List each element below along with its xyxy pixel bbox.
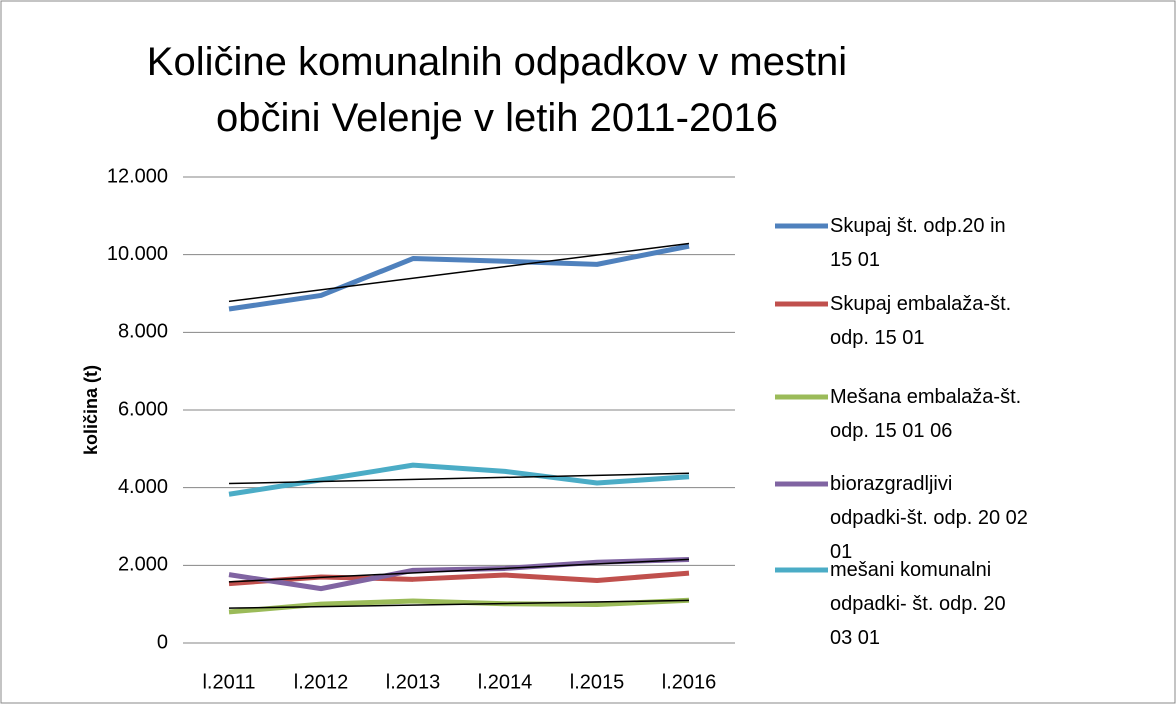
- legend-label: Skupaj embalaža-št. odp. 15 01: [830, 293, 1012, 349]
- chart-title: Količine komunalnih odpadkov v mestni ob…: [146, 40, 848, 140]
- x-tick-label: l.2016: [662, 671, 717, 693]
- y-tick-label: 12.000: [107, 165, 168, 187]
- x-tick-label: l.2015: [570, 671, 625, 693]
- y-tick-label: 8.000: [118, 321, 168, 343]
- x-tick-label: l.2011: [202, 671, 255, 693]
- series-line: [228, 597, 690, 615]
- trendline: [228, 599, 690, 609]
- y-tick-label: 2.000: [118, 554, 168, 576]
- x-tick-label: l.2014: [478, 671, 533, 693]
- legend-label: mešani komunalni odpadki- št. odp. 20 03…: [830, 559, 1006, 649]
- y-axis-label: količina (t): [81, 365, 101, 455]
- x-tick-label: l.2013: [386, 671, 441, 693]
- legend-label: Mešana embalaža-št. odp. 15 01 06: [830, 386, 1022, 442]
- x-tick-label: l.2012: [294, 671, 349, 693]
- series-line: [228, 243, 690, 312]
- y-tick-label: 6.000: [118, 398, 168, 420]
- trendline: [228, 558, 690, 583]
- trendline: [228, 472, 690, 485]
- trendline: [228, 242, 690, 303]
- y-tick-label: 10.000: [107, 243, 168, 265]
- legend-label: biorazgradljivi odpadki-št. odp. 20 02 0…: [830, 473, 1028, 563]
- series-line: [228, 557, 690, 592]
- y-tick-label: 0: [157, 631, 168, 653]
- y-tick-label: 4.000: [118, 476, 168, 498]
- legend-label: Skupaj št. odp.20 in 15 01: [830, 215, 1006, 271]
